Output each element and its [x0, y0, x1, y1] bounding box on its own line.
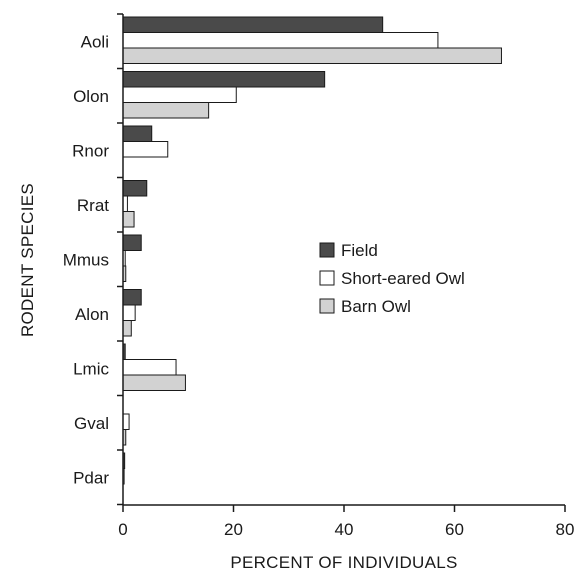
bar-field-olon [122, 71, 326, 88]
bar-barn-owl-olon [122, 102, 210, 119]
bar-field-mmus [122, 234, 142, 251]
legend: Field Short-eared Owl Barn Owl [319, 241, 465, 316]
bar-short-eared-owl-aoli [122, 32, 439, 49]
x-tick-label: 40 [335, 520, 354, 539]
bar-short-eared-owl-olon [122, 86, 237, 103]
category-label-pdar: Pdar [73, 468, 109, 487]
bar-barn-owl-rrat [122, 211, 135, 228]
x-tick-label: 60 [445, 520, 464, 539]
legend-swatch-short-eared-owl [319, 270, 335, 286]
bar-field-rrat [122, 180, 148, 197]
category-label-rnor: Rnor [72, 141, 109, 160]
bar-field-alon [122, 289, 142, 306]
category-label-alon: Alon [75, 305, 109, 324]
category-label-lmic: Lmic [73, 359, 109, 378]
legend-label-short-eared-owl: Short-eared Owl [341, 269, 465, 288]
bar-barn-owl-lmic [122, 374, 186, 391]
bars-layer [122, 16, 502, 485]
legend-label-field: Field [341, 241, 378, 260]
y-categories: Aoli Olon Rnor Rrat Mmus Alon Lmic Gval Pdar [63, 13, 123, 506]
category-label-aoli: Aoli [81, 32, 109, 51]
legend-label-barn-owl: Barn Owl [341, 297, 411, 316]
category-label-olon: Olon [73, 87, 109, 106]
category-label-mmus: Mmus [63, 250, 109, 269]
legend-swatch-field [319, 242, 335, 258]
bar-barn-owl-aoli [122, 47, 502, 64]
x-tick-label: 80 [556, 520, 575, 539]
x-axis-title: PERCENT OF INDIVIDUALS [230, 553, 457, 572]
x-ticks: 0 20 40 60 80 [118, 505, 574, 539]
category-label-rrat: Rrat [77, 196, 109, 215]
bar-short-eared-owl-lmic [122, 359, 177, 376]
y-axis-title: RODENT SPECIES [18, 183, 37, 337]
bar-barn-owl-alon [122, 320, 132, 337]
bar-short-eared-owl-rnor [122, 141, 169, 158]
bar-field-rnor [122, 125, 153, 142]
bar-short-eared-owl-alon [122, 304, 136, 321]
x-tick-label: 20 [224, 520, 243, 539]
x-tick-label: 0 [118, 520, 127, 539]
category-label-gval: Gval [74, 414, 109, 433]
legend-swatch-barn-owl [319, 298, 335, 314]
bar-field-aoli [122, 16, 384, 33]
bar-short-eared-owl-gval [122, 413, 130, 430]
